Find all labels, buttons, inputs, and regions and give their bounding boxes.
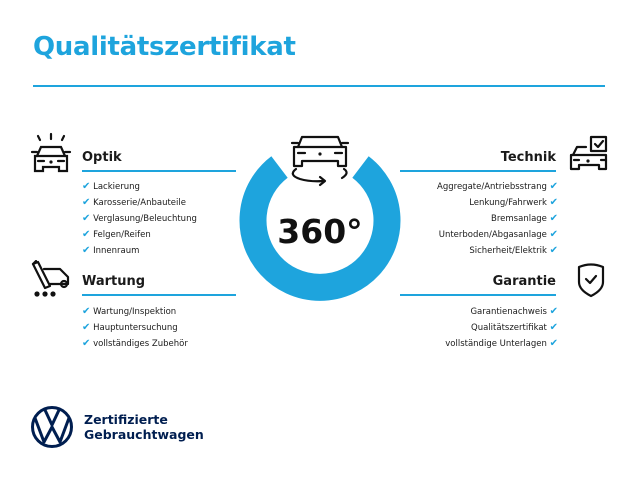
item-label: Bremsanlage [491,214,547,224]
check-icon: ✔ [82,197,91,208]
check-icon: ✔ [82,306,91,317]
brand-line-2: Gebrauchtwagen [84,427,204,442]
list-item: ✔ Felgen/Reifen [82,227,197,243]
optik-divider [82,170,236,172]
badge-ring [239,156,401,301]
vw-logo [31,406,73,448]
list-item: Bremsanlage ✔ [380,211,558,227]
technik-list: Aggregate/Antriebsstrang ✔ Lenkung/Fahrw… [380,179,558,259]
brand-text: Zertifizierte Gebrauchtwagen [84,412,204,442]
360-label: 360° [277,212,362,251]
shield-check-icon [577,263,605,298]
item-label: Lackierung [93,182,140,192]
item-label: Innenraum [93,246,140,256]
check-icon: ✔ [82,322,91,333]
item-label: vollständiges Zubehör [93,339,188,349]
item-label: Unterboden/Abgasanlage [438,230,547,240]
list-item: ✔ Wartung/Inspektion [82,304,188,320]
check-icon: ✔ [549,181,558,192]
car-rotate-icon [290,135,350,187]
list-item: ✔ Lackierung [82,179,197,195]
section-title-garantie: Garantie [492,274,556,289]
technik-divider [400,170,556,172]
section-title-optik: Optik [82,150,122,165]
check-icon: ✔ [82,181,91,192]
list-item: ✔ Innenraum [82,243,197,259]
list-item: Lenkung/Fahrwerk ✔ [380,195,558,211]
item-label: Wartung/Inspektion [93,307,177,317]
item-label: Lenkung/Fahrwerk [469,198,547,208]
check-icon: ✔ [82,338,91,349]
item-label: Karosserie/Anbauteile [93,198,186,208]
section-title-wartung: Wartung [82,274,146,289]
title-divider [33,85,605,87]
check-icon: ✔ [82,229,91,240]
check-icon: ✔ [549,245,558,256]
360-check-badge: 360° Gebrauchtwagen-Check [239,135,401,315]
check-icon: ✔ [82,213,91,224]
item-label: Sicherheit/Elektrik [469,246,547,256]
list-item: vollständige Unterlagen ✔ [380,336,558,352]
car-lights-icon [30,132,72,173]
item-label: Hauptuntersuchung [93,323,178,333]
check-icon: ✔ [549,197,558,208]
list-item: Aggregate/Antriebsstrang ✔ [380,179,558,195]
list-item: Unterboden/Abgasanlage ✔ [380,227,558,243]
check-icon: ✔ [549,322,558,333]
list-item: Sicherheit/Elektrik ✔ [380,243,558,259]
check-icon: ✔ [549,338,558,349]
check-icon: ✔ [549,306,558,317]
check-icon: ✔ [82,245,91,256]
wartung-list: ✔ Wartung/Inspektion ✔ Hauptuntersuchung… [82,304,188,352]
car-checkbox-icon [569,135,608,171]
list-item: ✔ Verglasung/Beleuchtung [82,211,197,227]
list-item: Qualitätszertifikat ✔ [380,320,558,336]
item-label: Qualitätszertifikat [471,323,547,333]
item-label: Verglasung/Beleuchtung [93,214,197,224]
garantie-divider [400,294,556,296]
item-label: Garantienachweis [470,307,547,317]
item-label: Felgen/Reifen [93,230,151,240]
list-item: ✔ Hauptuntersuchung [82,320,188,336]
item-label: vollständige Unterlagen [445,339,547,349]
brand-line-1: Zertifizierte [84,412,168,427]
list-item: Garantienachweis ✔ [380,304,558,320]
wartung-divider [82,294,236,296]
check-icon: ✔ [549,213,558,224]
page-title: Qualitätszertifikat [33,32,296,62]
optik-list: ✔ Lackierung ✔ Karosserie/Anbauteile ✔ V… [82,179,197,259]
check-icon: ✔ [549,229,558,240]
section-title-technik: Technik [500,150,556,165]
item-label: Aggregate/Antriebsstrang [437,182,547,192]
list-item: ✔ vollständiges Zubehör [82,336,188,352]
service-tool-icon [31,260,70,297]
garantie-list: Garantienachweis ✔ Qualitätszertifikat ✔… [380,304,558,352]
list-item: ✔ Karosserie/Anbauteile [82,195,197,211]
